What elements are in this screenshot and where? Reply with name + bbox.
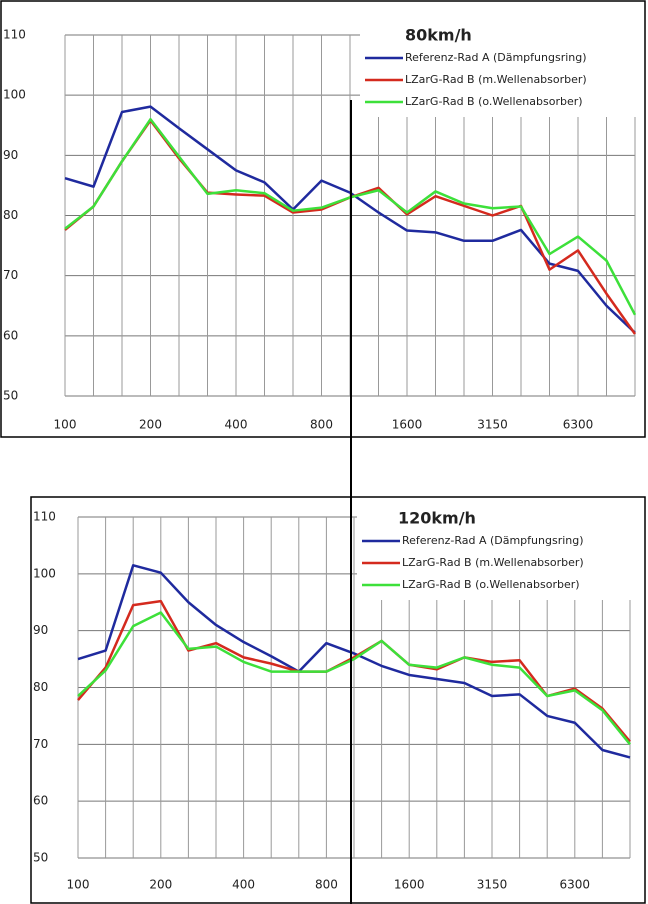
data-line	[77, 564, 631, 759]
charts: 50 60 70 80 90 100 110 100 200 400 800 1600 3150 6300…	[3, 22, 640, 892]
x-tick-label: 800	[315, 878, 338, 892]
y-tick-label: 80	[33, 680, 48, 694]
x-tick-label: 3150	[477, 878, 508, 892]
legend-label: LZarG-Rad B (o.Wellenabsorber)	[402, 578, 580, 591]
y-tick-label: 110	[33, 510, 56, 524]
y-tick-label: 50	[3, 389, 18, 403]
chart-title: 120km/h	[398, 509, 476, 528]
legend-box	[357, 505, 640, 600]
x-tick-label: 100	[54, 418, 77, 432]
data-line	[77, 611, 631, 746]
x-tick-label: 400	[232, 878, 255, 892]
x-tick-label: 1600	[392, 418, 423, 432]
legend-label: Referenz-Rad A (Dämpfungsring)	[405, 51, 587, 64]
data-line	[77, 599, 631, 743]
legend-label: LZarG-Rad B (m.Wellenabsorber)	[405, 73, 587, 86]
y-tick-label: 60	[3, 328, 18, 342]
y-tick-label: 100	[33, 566, 56, 580]
y-tick-label: 60	[33, 794, 48, 808]
x-tick-label: 3150	[477, 418, 508, 432]
y-tick-label: 100	[3, 88, 26, 102]
legend-box	[360, 22, 640, 117]
x-tick-label: 200	[139, 418, 162, 432]
y-tick-label: 70	[3, 268, 18, 282]
x-tick-label: 200	[149, 878, 172, 892]
legend-label: LZarG-Rad B (o.Wellenabsorber)	[405, 95, 583, 108]
y-tick-label: 80	[3, 208, 18, 222]
chart-title: 80km/h	[405, 26, 472, 45]
x-tick-label: 1600	[394, 878, 425, 892]
y-tick-label: 90	[33, 623, 48, 637]
y-tick-label: 110	[3, 28, 26, 42]
y-tick-label: 90	[3, 148, 18, 162]
x-tick-label: 800	[310, 418, 333, 432]
legend-label: LZarG-Rad B (m.Wellenabsorber)	[402, 556, 584, 569]
x-tick-label: 6300	[563, 418, 594, 432]
legend-label: Referenz-Rad A (Dämpfungsring)	[402, 534, 584, 547]
x-tick-label: 400	[225, 418, 248, 432]
x-tick-label: 100	[67, 878, 90, 892]
y-tick-label: 50	[33, 851, 48, 865]
x-tick-label: 6300	[560, 878, 591, 892]
y-tick-label: 70	[33, 737, 48, 751]
